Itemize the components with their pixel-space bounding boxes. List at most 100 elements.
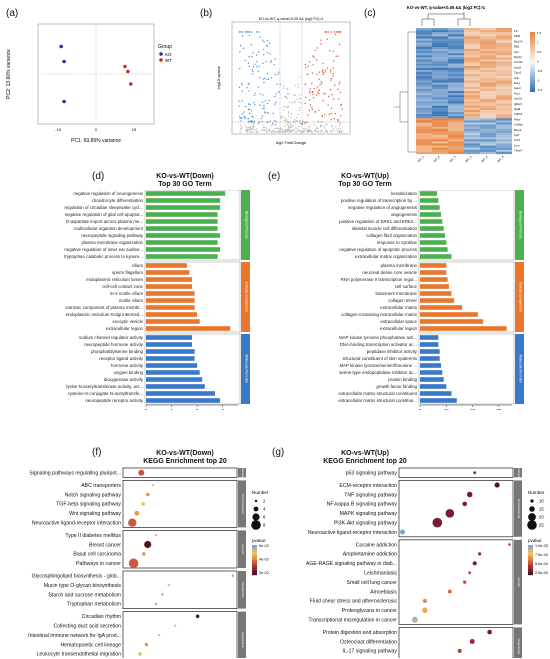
heatmap-row-label: Fgf7: [514, 133, 520, 137]
volcano-point: [253, 128, 256, 131]
heatmap-col-label: KO_1: [416, 155, 424, 163]
volcano-point: [321, 70, 324, 72]
go-term-label: collagen trimer: [388, 298, 417, 303]
go-bar: [420, 240, 447, 245]
go-term-label: extracellular matrix organization: [355, 254, 418, 259]
go-group-label: Biological Process: [245, 211, 249, 239]
go-bar: [146, 363, 198, 368]
heatmap-cell: [448, 84, 464, 87]
heatmap-cell: [448, 145, 464, 148]
kegg-dot: [128, 558, 139, 569]
heatmap-cell: [448, 76, 464, 79]
heatmap-cell: [432, 28, 448, 31]
heatmap-cell: [480, 99, 496, 102]
go-group-strip: [515, 190, 524, 260]
volcano-point: [326, 67, 328, 69]
heatmap-cell: [432, 91, 448, 94]
volcano-point: [280, 130, 282, 133]
go-term-label: protein binding: [388, 377, 417, 382]
volcano-point: [313, 87, 316, 90]
volcano-point: [286, 88, 289, 90]
volcano-point: [317, 130, 320, 133]
volcano-point: [286, 129, 288, 131]
heatmap-cell: [432, 97, 448, 100]
volcano-point: [250, 125, 252, 128]
heatmap-cell: [496, 51, 512, 54]
heatmap-cell: [432, 141, 448, 144]
heatmap-cell: [464, 65, 480, 68]
volcano-point: [251, 115, 253, 117]
kegg-dot: [462, 501, 468, 507]
volcano-point: [301, 123, 304, 125]
volcano-point: [295, 127, 297, 129]
volcano-point: [315, 127, 317, 130]
volcano-point: [256, 31, 258, 33]
heatmap-cell: [464, 130, 480, 134]
heatmap-row-label: Ereg: [514, 81, 520, 85]
heatmap-cell: [496, 116, 512, 119]
volcano-point: [330, 131, 332, 133]
volcano-point: [324, 31, 326, 33]
heatmap-cell: [496, 103, 512, 106]
volcano-point: [239, 115, 241, 118]
volcano-point: [324, 128, 326, 131]
go-term-label: extracellular space: [380, 319, 417, 324]
volcano-point: [264, 77, 266, 80]
heatmap-cell: [480, 46, 496, 50]
heatmap-legend-tick: 1.5: [537, 31, 542, 35]
heatmap-row-label: Ttn: [514, 29, 518, 33]
heatmap-cell: [464, 139, 480, 142]
heatmap-cell: [480, 49, 496, 52]
kegg-dot: [466, 491, 473, 498]
volcano-point: [304, 121, 306, 124]
volcano-point: [288, 105, 290, 107]
go-bar: [420, 342, 439, 347]
go-bar: [146, 384, 205, 389]
volcano-point: [261, 115, 264, 117]
kegg-dot: [447, 589, 452, 594]
heatmap-cell: [464, 88, 480, 92]
heatmap-cell: [480, 97, 496, 100]
volcano-point: [257, 70, 259, 72]
volcano-point: [285, 118, 288, 120]
heatmap-legend-tick: -1.5: [537, 88, 543, 92]
heatmap-row-label: Ace: [514, 50, 519, 54]
volcano-point: [252, 131, 254, 133]
kegg-size-legend-label: 15: [539, 507, 544, 512]
heatmap-cell: [416, 93, 432, 96]
volcano-point: [264, 126, 266, 129]
heatmap-cell: [432, 143, 448, 146]
heatmap-cell: [464, 67, 480, 71]
volcano-point: [304, 63, 306, 66]
kegg-size-legend-label: 8: [263, 523, 266, 528]
volcano-point: [299, 107, 301, 109]
heatmap-cell: [480, 124, 496, 127]
heatmap-row-label: Scn7a: [514, 97, 522, 101]
go-bar: [420, 391, 452, 396]
go-bar: [420, 263, 447, 268]
volcano-point: [320, 131, 322, 133]
volcano-point: [321, 115, 323, 117]
volcano-point: [313, 56, 315, 58]
volcano-point: [299, 97, 301, 100]
go-up-title-line1: KO-vs-WT(Up): [341, 173, 389, 180]
kegg-group-box: [122, 480, 238, 528]
heatmap-cell: [496, 137, 512, 140]
volcano-point: [312, 93, 314, 95]
volcano-point: [296, 98, 298, 100]
heatmap-cell: [432, 145, 448, 148]
heatmap-cell: [496, 135, 512, 138]
go-up-title-line2: Top 30 GO Term: [338, 181, 392, 188]
kegg-term-label: Leukocyte transendothelial migration: [37, 652, 122, 658]
go-group-label: Cellular Component: [519, 282, 523, 312]
kegg-dot: [128, 518, 137, 527]
volcano-point: [324, 93, 327, 95]
volcano-point: [287, 120, 289, 123]
volcano-point: [276, 131, 278, 133]
volcano-point: [242, 113, 244, 115]
heatmap-cell: [496, 53, 512, 56]
volcano-point: [275, 93, 277, 95]
go-bar: [146, 370, 200, 375]
volcano-point: [313, 123, 316, 126]
volcano-point: [251, 131, 253, 133]
